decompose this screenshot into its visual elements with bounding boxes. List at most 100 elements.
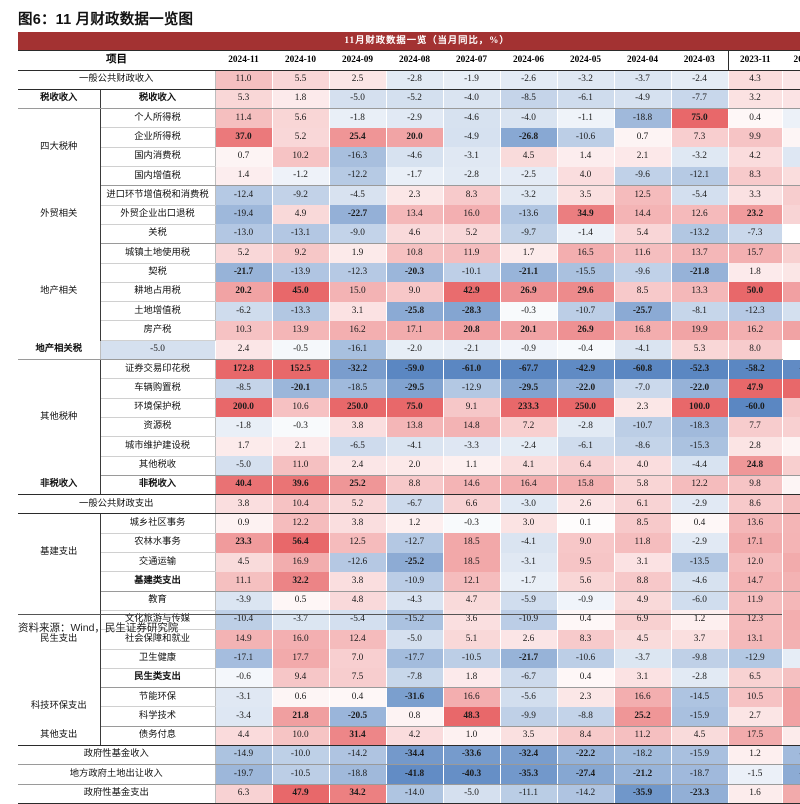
column-header-2024-10[interactable]: 2024-10: [272, 50, 329, 71]
column-header-2024-05[interactable]: 2024-05: [557, 50, 614, 71]
cell-value: -0.3: [272, 417, 330, 437]
cell-value: 1.0: [443, 726, 501, 746]
cell-value: 2.6: [557, 494, 615, 515]
column-header-2024-03[interactable]: 2024-03: [671, 50, 728, 71]
column-header-2023-11[interactable]: 2023-11: [727, 50, 782, 71]
cell-value: 4.5: [215, 552, 273, 572]
cell-value: -10.0: [272, 745, 330, 766]
column-header-2024-08[interactable]: 2024-08: [386, 50, 443, 71]
cell-value: 10.2: [272, 147, 330, 167]
cell-value: 16.0: [443, 205, 501, 225]
cell-value: 75.0: [386, 398, 444, 418]
cell-value: -3.2: [671, 147, 729, 167]
table-row: 民生支出 教育 -3.9 0.5 4.8 -4.3 4.7 -5.9 -0.9 4.9 -6.0 11…: [18, 591, 800, 688]
cell-value: 14.7: [727, 571, 783, 592]
column-header-2024-06[interactable]: 2024-06: [500, 50, 557, 71]
row-label-20: 其他税收: [100, 456, 216, 476]
cell-value: -7.3: [727, 224, 783, 245]
table-row: 政府性基金收入 -14.9 -10.0 -14.2 -34.4 -33.6 -32.4 -22…: [18, 745, 800, 766]
cell-value: -8.5: [500, 89, 558, 110]
cell-value: -34.4: [386, 745, 444, 766]
cell-value: 2.3: [557, 687, 615, 707]
cell-value: 1.2: [727, 745, 783, 766]
cell-value: 11.9: [443, 243, 501, 264]
cell-value: -12.7: [386, 533, 444, 553]
cell-value: 2.3: [386, 185, 444, 206]
cell-value: 3.1: [329, 301, 387, 321]
cell-value: 9.4: [272, 668, 330, 689]
cell-value: 32.2: [272, 571, 330, 592]
cell-value: 7.2: [500, 417, 558, 437]
cell-value: 1.8: [727, 263, 783, 283]
cell-value: 40.4: [215, 475, 273, 496]
row-group-34: 其他支出: [18, 726, 101, 746]
cell-value: -23.3: [671, 784, 729, 804]
cell-value: 0.7: [614, 127, 672, 148]
column-header-2023-10[interactable]: 2023-10: [782, 50, 800, 71]
row-label-6: 进口环节增值税和消费税: [100, 185, 216, 206]
cell-value: -25.2: [386, 552, 444, 572]
cell-value: 12.2: [272, 513, 330, 534]
cell-value: 0.4: [727, 108, 783, 128]
cell-value: 1.8: [443, 668, 501, 689]
row-label-24: 农林水事务: [100, 533, 216, 554]
column-header-2024-09[interactable]: 2024-09: [329, 50, 386, 71]
cell-value: -6.1: [557, 436, 615, 457]
cell-value: 9.0: [386, 282, 444, 302]
cell-value: -0.9: [557, 591, 615, 611]
cell-value: -4.9: [443, 127, 501, 148]
cell-value: 34.2: [329, 784, 387, 804]
table-row: 其他税种 证券交易印花税 172.8 152.5 -32.2 -59.0 -61.0 -67.…: [18, 359, 800, 476]
row-label-11: 耕地占用税: [100, 282, 216, 303]
cell-value: 3.5: [500, 726, 558, 746]
cell-value: 13.7: [782, 591, 800, 611]
cell-value: 0.0: [782, 224, 800, 245]
column-header-2024-04[interactable]: 2024-04: [614, 50, 671, 71]
cell-value: 250.0: [557, 398, 615, 418]
cell-value: 7.0: [329, 649, 387, 669]
cell-value: -5.4: [329, 610, 387, 630]
table-row: 地产相关税 -5.0 2.4 -0.5 -16.1 -2.0 -2.1 -0.9 -0.4 -4.…: [18, 340, 800, 361]
cell-value: -4.4: [671, 456, 729, 476]
cell-value: 11.0: [215, 70, 273, 90]
table-row: 国内消费税 0.7 10.2 -16.3 -4.6 -3.1 4.5 1.4 2.1 -3.2 4.…: [18, 147, 800, 168]
cell-value: 21.8: [272, 706, 330, 727]
cell-value: -29.5: [386, 378, 444, 399]
cell-value: -4.9: [614, 89, 672, 110]
cell-value: 34.9: [557, 205, 615, 225]
cell-value: 4.6: [386, 224, 444, 245]
row-label-30: 卫生健康: [100, 649, 216, 669]
cell-value: -1.4: [782, 108, 800, 128]
cell-value: -6.1: [557, 89, 615, 110]
cell-value: 4.2: [727, 147, 783, 167]
row-label-0: 一般公共财政收入: [18, 70, 216, 90]
cell-value: -14.2: [329, 745, 387, 766]
table-body: 一般公共财政收入 11.0 5.5 2.5 -2.8 -1.9 -2.6 -3.2 -3.7 -2…: [18, 70, 800, 804]
cell-value: -4.1: [500, 533, 558, 553]
row-label-13: 房产税: [100, 320, 216, 341]
cell-value: -2.5: [500, 166, 558, 187]
cell-value: -1.4: [557, 224, 615, 245]
cell-value: -14.9: [215, 745, 273, 766]
column-header-2024-11[interactable]: 2024-11: [215, 50, 272, 71]
cell-value: -9.7: [500, 224, 558, 245]
cell-value: 39.6: [272, 475, 330, 496]
cell-value: 1.7: [500, 243, 558, 264]
cell-value: -10.9: [386, 571, 444, 592]
cell-value: 5.9: [782, 205, 800, 225]
column-header-2024-07[interactable]: 2024-07: [443, 50, 500, 71]
cell-value: -21.7: [500, 649, 558, 669]
cell-value: -14.2: [557, 784, 615, 804]
cell-value: 4.7: [443, 591, 501, 611]
cell-value: 4.5: [671, 726, 729, 746]
cell-value: -2.8: [443, 166, 501, 187]
cell-value: 3.6: [443, 610, 501, 630]
cell-value: -60.0: [727, 398, 783, 418]
cell-value: -5.0: [100, 340, 216, 361]
cell-value: 3.7: [671, 629, 729, 649]
cell-value: 2.6: [500, 629, 558, 649]
cell-value: -10.5: [272, 764, 330, 785]
cell-value: 200.0: [215, 398, 273, 418]
cell-value: -0.3: [500, 301, 558, 321]
table-row: 其他支出 债务付息 4.4 10.0 31.4 4.2 1.0 3.5 8.4 11.2 4.5 17…: [18, 726, 800, 746]
